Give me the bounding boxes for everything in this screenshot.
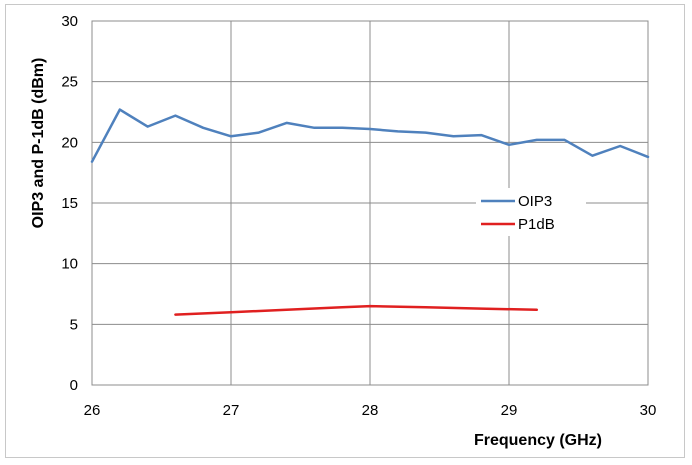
y-tick-labels: 0 5 10 15 20 25 30 bbox=[61, 13, 78, 394]
y-tick-label: 30 bbox=[61, 13, 78, 30]
y-axis-title: OIP3 and P-1dB (dBm) bbox=[30, 58, 47, 229]
legend: OIP3 P1dB bbox=[476, 188, 586, 236]
x-axis-title: Frequency (GHz) bbox=[474, 432, 602, 449]
x-tick-label: 28 bbox=[362, 402, 379, 419]
legend-label-oip3: OIP3 bbox=[518, 193, 552, 210]
series-line-p1db bbox=[175, 306, 536, 315]
x-tick-label: 26 bbox=[84, 402, 101, 419]
legend-label-p1db: P1dB bbox=[518, 216, 555, 233]
x-tick-labels: 26 27 28 29 30 bbox=[84, 402, 657, 419]
y-tick-label: 5 bbox=[70, 316, 78, 333]
y-tick-label: 0 bbox=[70, 377, 78, 394]
x-tick-label: 30 bbox=[640, 402, 657, 419]
y-tick-label: 20 bbox=[61, 134, 78, 151]
y-tick-label: 10 bbox=[61, 256, 78, 273]
y-tick-label: 25 bbox=[61, 74, 78, 91]
x-tick-label: 27 bbox=[223, 402, 240, 419]
x-tick-label: 29 bbox=[501, 402, 518, 419]
y-tick-label: 15 bbox=[61, 195, 78, 212]
